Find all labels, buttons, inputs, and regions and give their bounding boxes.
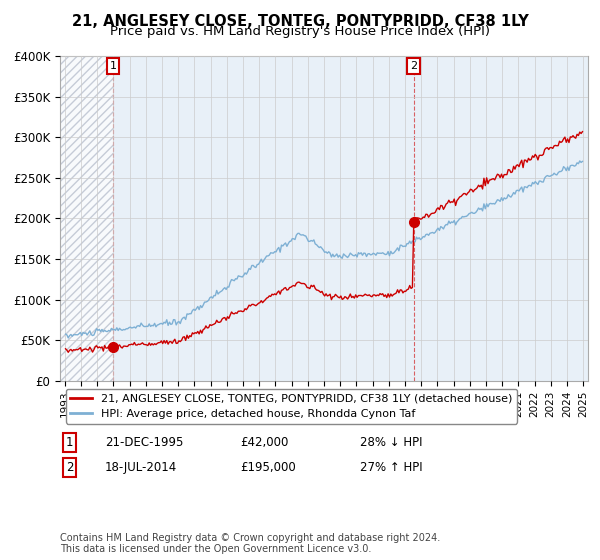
Text: 28% ↓ HPI: 28% ↓ HPI — [360, 436, 422, 449]
Text: 21-DEC-1995: 21-DEC-1995 — [105, 436, 184, 449]
Legend: 21, ANGLESEY CLOSE, TONTEG, PONTYPRIDD, CF38 1LY (detached house), HPI: Average : 21, ANGLESEY CLOSE, TONTEG, PONTYPRIDD, … — [65, 389, 517, 423]
Text: £42,000: £42,000 — [240, 436, 289, 449]
Text: Contains HM Land Registry data © Crown copyright and database right 2024.
This d: Contains HM Land Registry data © Crown c… — [60, 533, 440, 554]
Text: 2: 2 — [410, 61, 417, 71]
Text: 27% ↑ HPI: 27% ↑ HPI — [360, 461, 422, 474]
Text: 2: 2 — [66, 461, 74, 474]
Text: 1: 1 — [109, 61, 116, 71]
Text: 1: 1 — [66, 436, 74, 449]
Text: £195,000: £195,000 — [240, 461, 296, 474]
Text: 18-JUL-2014: 18-JUL-2014 — [105, 461, 177, 474]
Text: 21, ANGLESEY CLOSE, TONTEG, PONTYPRIDD, CF38 1LY: 21, ANGLESEY CLOSE, TONTEG, PONTYPRIDD, … — [71, 14, 529, 29]
Text: Price paid vs. HM Land Registry's House Price Index (HPI): Price paid vs. HM Land Registry's House … — [110, 25, 490, 38]
